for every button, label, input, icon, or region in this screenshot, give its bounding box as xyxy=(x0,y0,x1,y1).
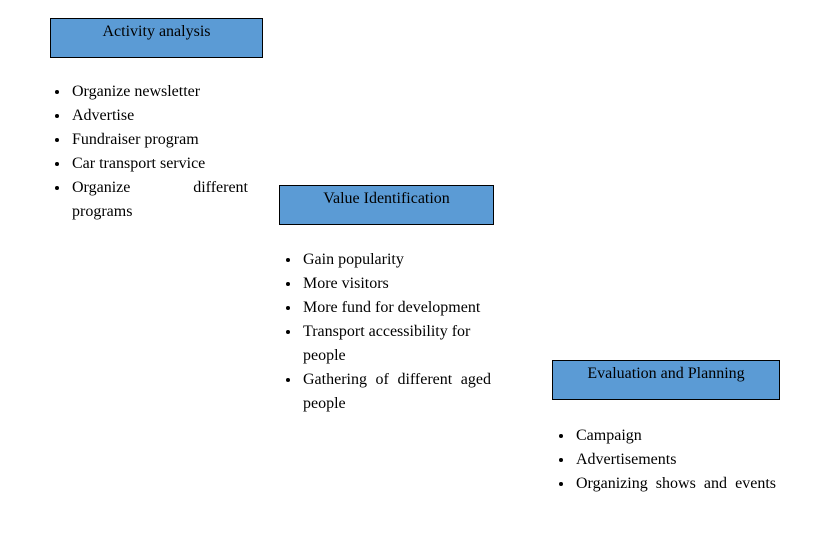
list-item: Campaign xyxy=(574,424,780,448)
header-activity-analysis: Activity analysis xyxy=(50,18,263,58)
list-item: Fundraiser program xyxy=(70,128,252,152)
list-item: More fund for development xyxy=(301,296,495,320)
list-value-identification-ul: Gain popularity More visitors More fund … xyxy=(273,248,495,416)
list-value-identification: Gain popularity More visitors More fund … xyxy=(273,248,495,416)
header-value-identification-title: Value Identification xyxy=(323,190,450,208)
list-evaluation-planning-ul: Campaign Advertisements Organizing shows… xyxy=(546,424,780,496)
list-item: Car transport service xyxy=(70,152,252,176)
header-evaluation-planning: Evaluation and Planning xyxy=(552,360,780,400)
list-evaluation-planning: Campaign Advertisements Organizing shows… xyxy=(546,424,780,496)
list-item: Advertise xyxy=(70,104,252,128)
list-item: Gathering of different aged people xyxy=(301,368,495,416)
list-item: Gain popularity xyxy=(301,248,495,272)
header-evaluation-planning-title: Evaluation and Planning xyxy=(587,365,744,383)
diagram-canvas: Activity analysis Organize newsletter Ad… xyxy=(0,0,831,558)
header-activity-analysis-title: Activity analysis xyxy=(103,23,211,41)
list-activity-analysis: Organize newsletter Advertise Fundraiser… xyxy=(42,80,252,224)
list-item: Organize newsletter xyxy=(70,80,252,104)
list-item: Transport accessibility for people xyxy=(301,320,495,368)
list-item: Organizing shows and events xyxy=(574,472,780,496)
list-item: Organize different programs xyxy=(70,176,252,224)
list-item: More visitors xyxy=(301,272,495,296)
list-item: Advertisements xyxy=(574,448,780,472)
header-value-identification: Value Identification xyxy=(279,185,494,225)
list-activity-analysis-ul: Organize newsletter Advertise Fundraiser… xyxy=(42,80,252,224)
